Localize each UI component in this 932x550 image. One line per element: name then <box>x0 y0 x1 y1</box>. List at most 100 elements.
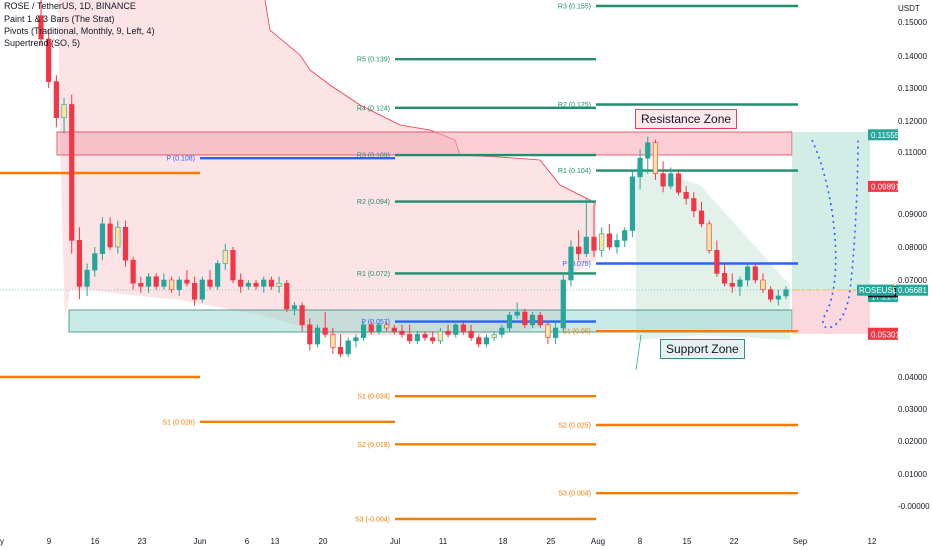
candle <box>483 337 490 345</box>
pivot-label: R3 (0.155) <box>558 4 591 11</box>
candle <box>660 173 666 187</box>
candle <box>752 266 758 281</box>
candle <box>552 327 559 338</box>
candle <box>222 250 228 264</box>
y-tick-label: 0.15000 <box>898 18 927 27</box>
candle <box>683 192 689 199</box>
candle <box>706 223 712 251</box>
candle <box>299 305 305 326</box>
pivot-label: R1 (0.072) <box>357 271 390 278</box>
pivot-label: R4 (0.124) <box>357 105 390 112</box>
candle <box>637 157 643 178</box>
candle <box>153 276 159 287</box>
pivot-label: R1 (0.104) <box>558 168 591 175</box>
supertrend-bear-fill <box>58 0 596 335</box>
candle <box>261 279 267 287</box>
candle <box>668 173 674 187</box>
pivot-label: S3 (-0.004) <box>355 517 390 524</box>
indicator-pivots[interactable]: Pivots (Traditional, Monthly, 9, Left, 4… <box>4 26 155 36</box>
x-tick-label: 13 <box>271 537 280 546</box>
candle <box>729 282 735 287</box>
pivot-label: P (0.075) <box>562 261 591 268</box>
pivot-label: R5 (0.139) <box>357 57 390 64</box>
y-tick-label: 0.09000 <box>898 210 927 219</box>
candle <box>460 324 467 332</box>
candles <box>38 0 789 358</box>
x-tick-label: 22 <box>730 537 739 546</box>
chart-title: ROSE / TetherUS, 1D, BINANCE <box>4 1 136 11</box>
supertrend-bull-fill <box>636 165 790 340</box>
candle <box>46 38 52 82</box>
candle <box>514 311 520 316</box>
candle <box>468 330 474 338</box>
candle <box>92 253 98 271</box>
candle <box>737 279 743 287</box>
indicator-supertrend[interactable]: Supertrend (SO, 5) <box>4 38 81 48</box>
price-tag <box>868 180 898 192</box>
x-tick-label: Jul <box>390 537 400 546</box>
candle <box>360 324 367 338</box>
candle <box>760 279 766 290</box>
candle <box>84 269 90 287</box>
x-tick-label: 8 <box>638 537 643 546</box>
price-tag <box>868 129 898 141</box>
y-axis-unit: USDT <box>898 4 920 13</box>
candle <box>714 250 720 274</box>
y-tick-label: 0.02000 <box>898 437 927 446</box>
candle <box>253 282 259 287</box>
candle <box>453 324 459 335</box>
candle <box>353 337 359 342</box>
y-tick-label: 0.07000 <box>898 276 927 285</box>
y-tick-label: 0.14000 <box>898 52 927 61</box>
candle <box>376 324 382 332</box>
candle <box>307 324 313 345</box>
candle <box>322 327 328 335</box>
candle <box>721 273 728 284</box>
candle <box>560 279 566 329</box>
candle <box>691 198 697 212</box>
candle <box>268 279 275 287</box>
candle <box>215 263 221 287</box>
price-tag <box>868 328 898 340</box>
pivot-label: P (0.108) <box>166 156 195 163</box>
pivot-label: P (0.057) <box>361 319 390 326</box>
x-tick-label: 6 <box>245 537 250 546</box>
candle <box>783 289 789 297</box>
long-target-box <box>792 132 870 290</box>
candle <box>145 276 152 287</box>
x-tick-label: 20 <box>319 537 328 546</box>
pivot-label: S3 (0.004) <box>558 491 591 498</box>
candle <box>522 311 528 326</box>
price-tag-text: 0.06681 <box>898 286 927 295</box>
candle <box>476 337 482 345</box>
y-tick-label: 0.01000 <box>898 470 927 479</box>
candle <box>529 314 536 326</box>
price-tag-text: 0.09891 <box>871 182 900 191</box>
x-tick-label: 23 <box>138 537 147 546</box>
pivot-label: S1 (0.05) <box>562 329 591 336</box>
resistance-zone-label: Resistance Zone <box>635 109 738 129</box>
supertrend-bull-line <box>635 334 642 371</box>
candle <box>176 279 182 290</box>
candle <box>99 223 106 254</box>
indicator-strat[interactable]: Paint 1 & 3 Bars (The Strat) <box>4 14 115 24</box>
candle <box>291 305 298 310</box>
candle <box>76 240 83 287</box>
candle <box>652 142 659 174</box>
y-tick-label: 0.12000 <box>898 117 927 126</box>
candle <box>437 330 443 342</box>
candle <box>407 334 413 342</box>
x-tick-label: 18 <box>499 537 508 546</box>
y-tick-label: 0.08000 <box>898 243 927 252</box>
x-tick-label: 12 <box>868 537 877 546</box>
x-tick-label: 9 <box>47 537 52 546</box>
candle <box>69 104 75 241</box>
candle <box>391 327 397 332</box>
projection-curve <box>811 139 859 329</box>
candle <box>491 334 497 338</box>
candle <box>330 334 336 348</box>
y-tick-label: 0.13000 <box>898 84 927 93</box>
candle <box>545 324 551 338</box>
candle <box>499 327 505 335</box>
